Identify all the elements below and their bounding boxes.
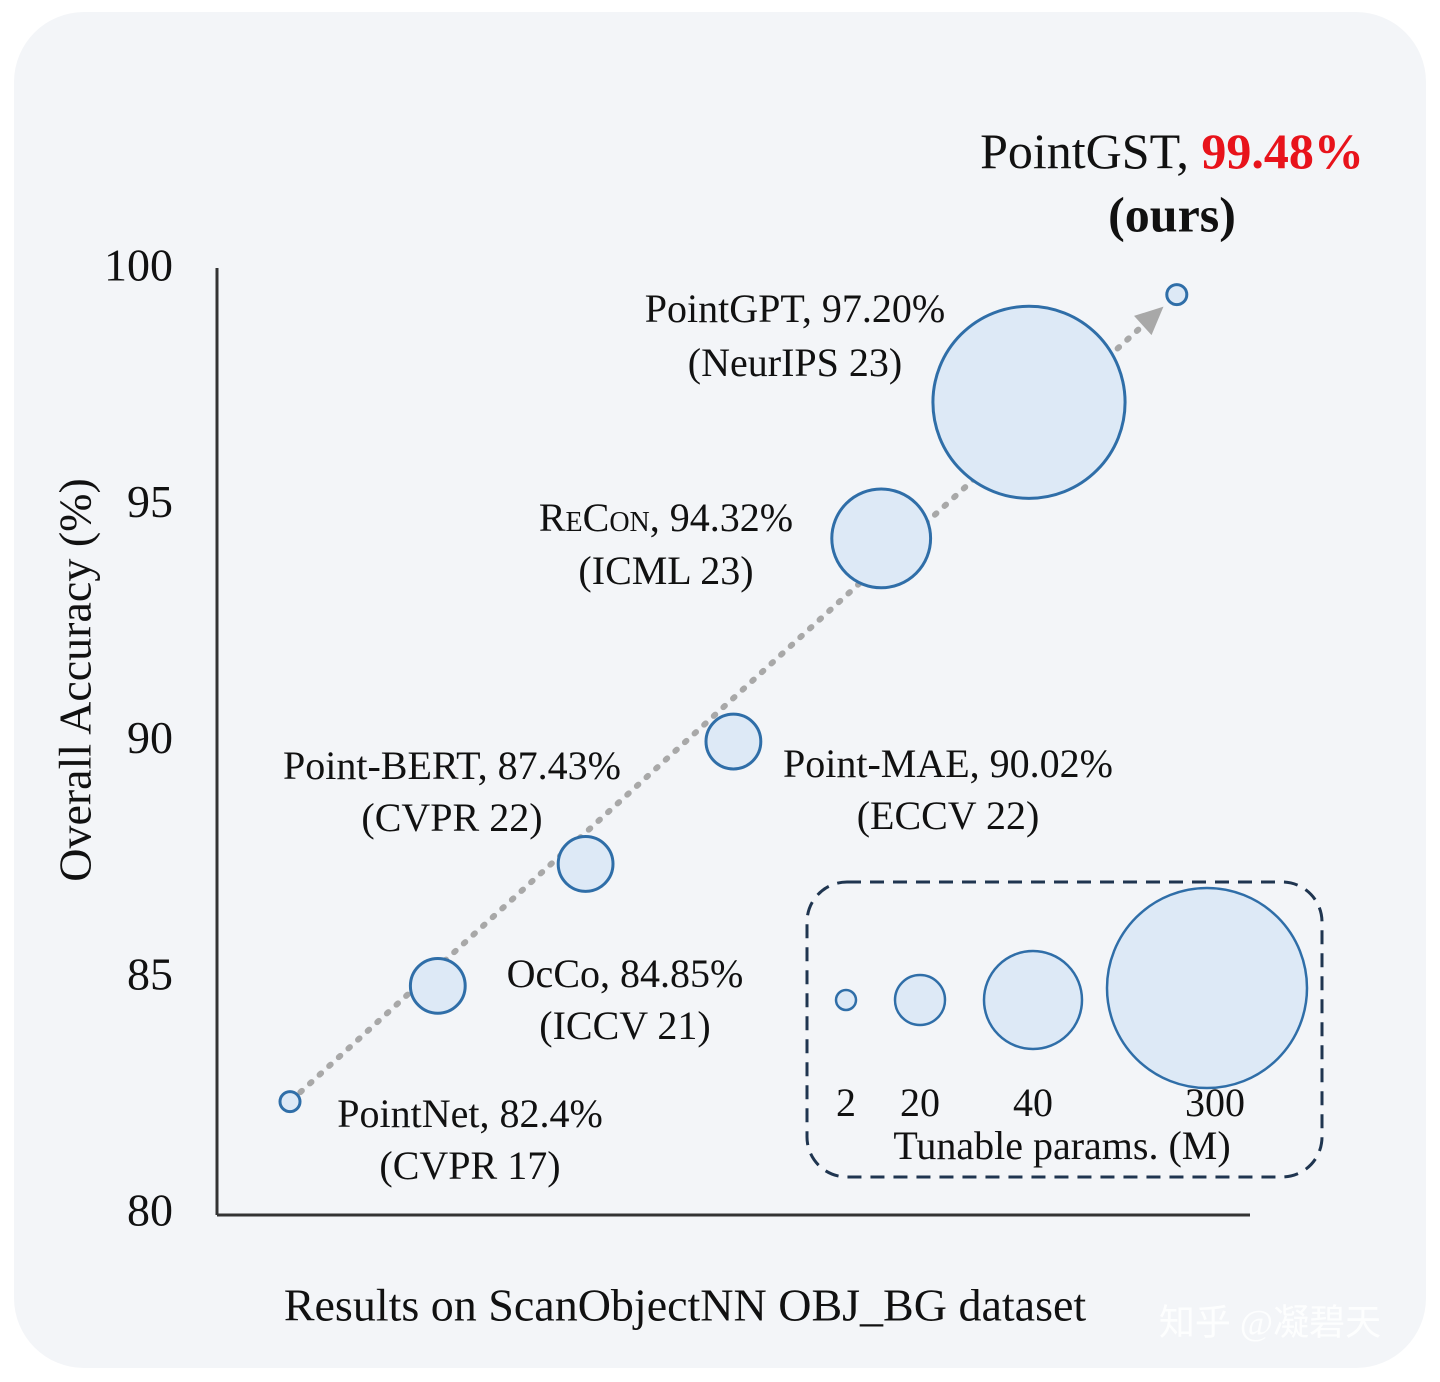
- y-tick-label: 100: [104, 240, 173, 291]
- point-label: Point-MAE, 90.02%: [783, 741, 1113, 786]
- point-name: PointGPT: [645, 286, 805, 331]
- point-label: ReCon, 94.32%: [539, 495, 793, 540]
- separator: ,: [1176, 123, 1201, 179]
- point-label: PointGPT, 97.20%: [645, 286, 945, 331]
- trend-arrowhead: [1134, 306, 1164, 336]
- separator: ,: [802, 286, 822, 331]
- point-name: Point-BERT: [283, 743, 480, 788]
- bubble: [830, 487, 933, 590]
- point-name: ReCon: [539, 495, 650, 540]
- point-venue: (CVPR 17): [379, 1143, 560, 1188]
- y-axis-title: Overall Accuracy (%): [50, 478, 101, 882]
- size-legend-bubble: [982, 949, 1084, 1051]
- value-label: 94.32%: [670, 495, 793, 540]
- size-legend-label: 20: [900, 1080, 940, 1125]
- size-legend-title: Tunable params. (M): [893, 1123, 1230, 1168]
- separator: ,: [970, 741, 990, 786]
- x-axis-title: Results on ScanObjectNN OBJ_BG dataset: [284, 1280, 1087, 1331]
- point-name: PointGST: [980, 123, 1180, 179]
- separator: ,: [600, 951, 620, 996]
- size-legend-bubble: [1105, 886, 1309, 1090]
- bubble: [931, 304, 1127, 500]
- point-venue: (ours): [1108, 186, 1236, 242]
- size-legend-bubble: [893, 973, 947, 1027]
- point-venue: (ICML 23): [578, 548, 753, 593]
- separator: ,: [650, 495, 670, 540]
- value-label: 84.85%: [620, 951, 743, 996]
- y-tick-label: 95: [127, 476, 173, 527]
- size-legend-label: 300: [1185, 1080, 1245, 1125]
- point-label: Point-BERT, 87.43%: [283, 743, 621, 788]
- bubble: [278, 1090, 302, 1114]
- size-legend-box: [805, 880, 1324, 1179]
- bubble: [704, 712, 763, 771]
- size-legend-label: 2: [836, 1080, 856, 1125]
- point-label: PointGST, 99.48%: [980, 123, 1364, 179]
- separator: ,: [478, 743, 498, 788]
- size-legend-label: 40: [1013, 1080, 1053, 1125]
- point-label: OcCo, 84.85%: [507, 951, 744, 996]
- value-label: 90.02%: [990, 741, 1113, 786]
- value-label: 82.4%: [499, 1091, 602, 1136]
- y-tick-label: 80: [127, 1185, 173, 1236]
- point-venue: (ICCV 21): [539, 1003, 710, 1048]
- size-legend-bubble: [834, 988, 858, 1012]
- y-tick-label: 90: [127, 712, 173, 763]
- point-label: PointNet, 82.4%: [337, 1091, 603, 1136]
- value-label: 99.48%: [1201, 123, 1364, 179]
- y-tick-label: 85: [127, 948, 173, 999]
- bubble: [556, 835, 615, 893]
- point-venue: (CVPR 22): [361, 795, 542, 840]
- point-name: PointNet: [337, 1091, 479, 1136]
- point-venue: (NeurIPS 23): [688, 340, 902, 385]
- bubble: [408, 956, 467, 1015]
- separator: ,: [479, 1091, 499, 1136]
- point-name: OcCo: [507, 951, 600, 996]
- value-label: 97.20%: [822, 286, 945, 331]
- trend-line: [297, 317, 1152, 1096]
- point-name: Point-MAE: [783, 741, 970, 786]
- point-venue: (ECCV 22): [857, 793, 1040, 838]
- watermark: 知乎 @凝碧天: [1159, 1302, 1381, 1342]
- bubble: [1165, 283, 1189, 307]
- value-label: 87.43%: [498, 743, 621, 788]
